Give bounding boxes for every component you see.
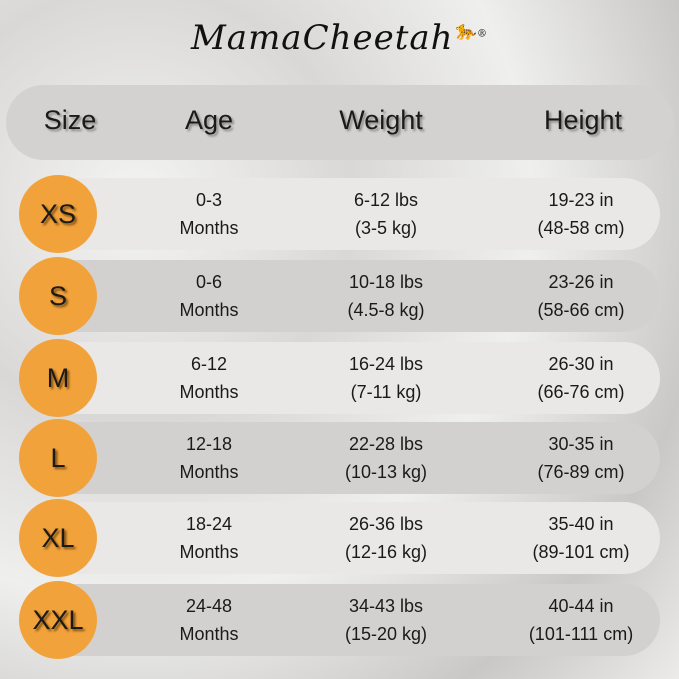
age-range: 0-6 <box>195 272 222 292</box>
age-range: 0-3 <box>195 190 222 210</box>
weight-lbs: 10-18 lbs <box>348 272 424 292</box>
age-cell: 24-48 Months <box>179 592 238 648</box>
table-row <box>40 584 660 656</box>
age-unit: Months <box>179 624 239 644</box>
weight-cell: 6-12 lbs (3-5 kg) <box>354 186 418 242</box>
height-cm: (89-101 cm) <box>532 542 630 562</box>
weight-kg: (7-11 kg) <box>350 382 422 402</box>
weight-kg: (3-5 kg) <box>354 218 418 238</box>
weight-kg: (12-16 kg) <box>344 542 428 562</box>
age-cell: 18-24 Months <box>179 510 238 566</box>
height-cm: (58-66 cm) <box>537 300 625 320</box>
age-unit: Months <box>179 382 239 402</box>
header-age: Age <box>184 105 234 135</box>
age-cell: 6-12 Months <box>179 350 238 406</box>
age-unit: Months <box>179 462 239 482</box>
brand-name: MamaCheetah <box>190 18 454 58</box>
height-cell: 23-26 in (58-66 cm) <box>537 268 624 324</box>
size-label: S <box>48 280 67 311</box>
header-weight: Weight <box>339 105 423 135</box>
weight-lbs: 34-43 lbs <box>348 596 424 616</box>
weight-cell: 34-43 lbs (15-20 kg) <box>345 592 427 648</box>
size-label: XXL <box>32 604 84 635</box>
height-in: 23-26 in <box>548 272 614 292</box>
height-in: 35-40 in <box>548 514 614 534</box>
height-cell: 26-30 in (66-76 cm) <box>537 350 624 406</box>
size-badge: L <box>19 419 97 497</box>
weight-cell: 16-24 lbs (7-11 kg) <box>349 350 423 406</box>
size-badge: S <box>19 257 97 335</box>
height-cm: (76-89 cm) <box>537 462 625 482</box>
height-in: 19-23 in <box>548 190 614 210</box>
height-cm: (66-76 cm) <box>537 382 625 402</box>
height-cm: (48-58 cm) <box>537 218 625 238</box>
size-badge: XS <box>19 175 97 253</box>
age-unit: Months <box>179 300 239 320</box>
size-label: XL <box>41 522 75 553</box>
table-header: Size Age Weight Height <box>6 85 674 160</box>
age-unit: Months <box>179 218 239 238</box>
weight-lbs: 26-36 lbs <box>348 514 424 534</box>
brand-logo: MamaCheetah🐆® <box>0 18 679 58</box>
weight-kg: (10-13 kg) <box>344 462 428 482</box>
height-in: 30-35 in <box>548 434 614 454</box>
weight-kg: (4.5-8 kg) <box>347 300 425 320</box>
header-size: Size <box>43 105 97 135</box>
size-label: M <box>46 362 70 393</box>
age-cell: 0-6 Months <box>179 268 238 324</box>
registered-mark: ® <box>477 28 488 40</box>
weight-cell: 10-18 lbs (4.5-8 kg) <box>347 268 424 324</box>
age-unit: Months <box>179 542 239 562</box>
table-row <box>40 422 660 494</box>
table-row <box>40 502 660 574</box>
table-row <box>40 178 660 250</box>
age-range: 6-12 <box>190 354 228 374</box>
age-range: 12-18 <box>185 434 233 454</box>
table-row <box>40 342 660 414</box>
weight-cell: 22-28 lbs (10-13 kg) <box>345 430 427 486</box>
age-range: 18-24 <box>185 514 233 534</box>
height-in: 40-44 in <box>548 596 614 616</box>
size-label: L <box>50 442 66 473</box>
weight-lbs: 16-24 lbs <box>348 354 424 374</box>
cheetah-icon: 🐆 <box>453 20 477 42</box>
height-cell: 40-44 in (101-111 cm) <box>529 592 633 648</box>
header-height: Height <box>543 105 623 135</box>
size-label: XS <box>39 198 77 229</box>
weight-lbs: 22-28 lbs <box>348 434 424 454</box>
weight-kg: (15-20 kg) <box>344 624 428 644</box>
size-badge: M <box>19 339 97 417</box>
height-cm: (101-111 cm) <box>528 624 634 644</box>
height-cell: 30-35 in (76-89 cm) <box>537 430 624 486</box>
height-cell: 19-23 in (48-58 cm) <box>537 186 624 242</box>
age-range: 24-48 <box>185 596 233 616</box>
age-cell: 0-3 Months <box>179 186 238 242</box>
height-cell: 35-40 in (89-101 cm) <box>532 510 629 566</box>
size-badge: XXL <box>19 581 97 659</box>
height-in: 26-30 in <box>548 354 614 374</box>
weight-lbs: 6-12 lbs <box>353 190 419 210</box>
table-row <box>40 260 660 332</box>
age-cell: 12-18 Months <box>179 430 238 486</box>
size-badge: XL <box>19 499 97 577</box>
weight-cell: 26-36 lbs (12-16 kg) <box>345 510 427 566</box>
